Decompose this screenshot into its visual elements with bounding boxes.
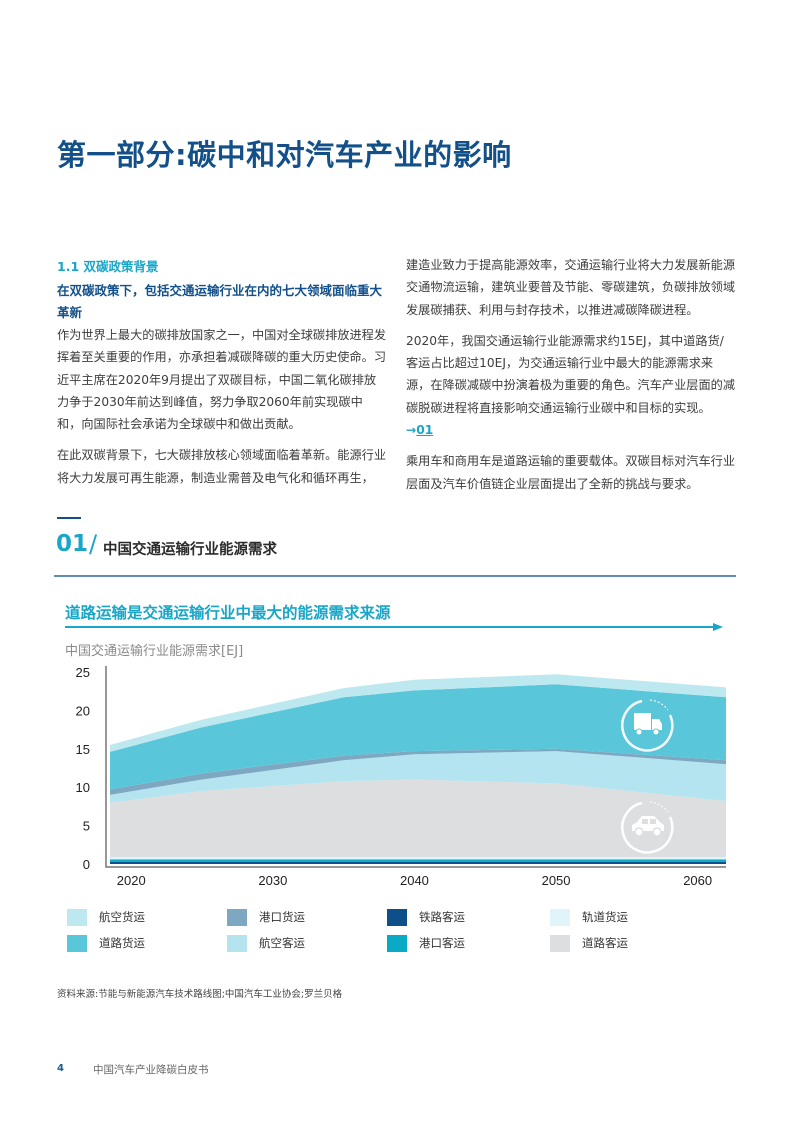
legend-label: 航空货运 — [99, 910, 145, 924]
legend-item: 道路客运 — [550, 934, 628, 952]
document-title: 中国汽车产业降碳白皮书 — [93, 1064, 209, 1076]
truck-icon — [621, 699, 674, 752]
x-tick-label: 2020 — [117, 873, 146, 888]
legend-item: 航空货运 — [67, 908, 145, 926]
x-tick-label: 2060 — [683, 873, 712, 888]
arrow-right-icon: → — [406, 423, 417, 438]
legend-swatch — [387, 934, 407, 952]
legend-swatch — [67, 908, 87, 926]
legend-item: 轨道货运 — [550, 908, 628, 926]
area-series — [110, 684, 726, 790]
left-column: 1.1 双碳政策背景 在双碳政策下，包括交通运输行业在内的七大领域面临重大革新 … — [57, 257, 387, 498]
legend-item: 港口客运 — [387, 934, 465, 952]
legend-swatch — [227, 908, 247, 926]
y-tick-label: 15 — [76, 742, 90, 757]
y-tick-label: 25 — [76, 665, 90, 680]
figure-title: 中国交通运输行业能源需求 — [103, 542, 277, 558]
legend-item: 港口货运 — [227, 908, 305, 926]
y-tick-label: 5 — [83, 819, 90, 834]
area-series — [110, 674, 726, 752]
figure-divider — [54, 575, 736, 577]
legend-label: 航空客运 — [259, 936, 305, 950]
section-subtitle: 在双碳政策下，包括交通运输行业在内的七大领域面临重大革新 — [57, 283, 383, 320]
area-series — [110, 861, 726, 864]
legend-swatch — [227, 934, 247, 952]
area-series — [110, 779, 726, 858]
legend-item: 铁路客运 — [387, 908, 465, 926]
area-series — [110, 857, 726, 860]
y-tick-label: 0 — [83, 857, 90, 872]
section-heading: 1.1 双碳政策背景 — [57, 259, 159, 274]
chart-unit-label: 中国交通运输行业能源需求[EJ] — [65, 644, 244, 659]
legend-swatch — [550, 934, 570, 952]
stacked-area-chart: 0 5 10 15 20 25 2020 2030 2040 2050 2060 — [76, 665, 726, 888]
legend-swatch — [387, 908, 407, 926]
figure-number: 01 — [56, 531, 89, 557]
paragraph-with-ref: 2020年，我国交通运输行业能源需求约15EJ，其中道路货/客运占比超过10EJ… — [406, 330, 736, 441]
chart-axes — [105, 666, 726, 868]
x-tick-label: 2050 — [542, 873, 571, 888]
headline-arrow-icon — [65, 623, 723, 631]
paragraph-text: 2020年，我国交通运输行业能源需求约15EJ，其中道路货/客运占比超过10EJ… — [406, 333, 736, 415]
y-tick-label: 20 — [76, 703, 90, 718]
chart-headline: 道路运输是交通运输行业中最大的能源需求来源 — [65, 604, 391, 622]
paragraph: 在此双碳背景下，七大碳排放核心领域面临着革新。能源行业将大力发展可再生能源，制造… — [57, 448, 387, 485]
legend-swatch — [67, 934, 87, 952]
page-title: 第一部分:碳中和对汽车产业的影响 — [57, 138, 512, 172]
y-tick-label: 10 — [76, 780, 90, 795]
car-icon — [621, 801, 674, 854]
right-column: 建造业致力于提高能源效率，交通运输行业将大力发展新能源交通物流运输，建筑业要普及… — [406, 254, 736, 504]
legend-item: 航空客运 — [227, 934, 305, 952]
legend-label: 道路客运 — [582, 936, 628, 950]
figure-dash — [57, 517, 81, 519]
legend-label: 港口货运 — [259, 910, 305, 924]
paragraph: 建造业致力于提高能源效率，交通运输行业将大力发展新能源交通物流运输，建筑业要普及… — [406, 258, 736, 317]
legend-item: 道路货运 — [67, 934, 145, 952]
legend-label: 轨道货运 — [582, 910, 628, 924]
x-tick-label: 2040 — [400, 873, 429, 888]
source-note: 资料来源:节能与新能源汽车技术路线图;中国汽车工业协会;罗兰贝格 — [57, 989, 343, 1000]
legend-label: 港口客运 — [419, 936, 465, 950]
area-series — [110, 751, 726, 803]
area-series — [110, 748, 726, 795]
figure-slash: / — [89, 530, 98, 558]
paragraph: 乘用车和商用车是道路运输的重要载体。双碳目标对汽车行业层面及汽车价值链企业层面提… — [406, 454, 736, 491]
legend-label: 铁路客运 — [419, 910, 465, 924]
figure-ref-link[interactable]: 01 — [416, 423, 434, 438]
paragraph: 作为世界上最大的碳排放国家之一，中国对全球碳排放进程发挥着至关重要的作用，亦承担… — [57, 328, 387, 432]
page-number: 4 — [57, 1063, 64, 1074]
x-tick-label: 2030 — [258, 873, 287, 888]
legend-swatch — [550, 908, 570, 926]
legend-label: 道路货运 — [99, 936, 145, 950]
area-series — [110, 859, 726, 862]
